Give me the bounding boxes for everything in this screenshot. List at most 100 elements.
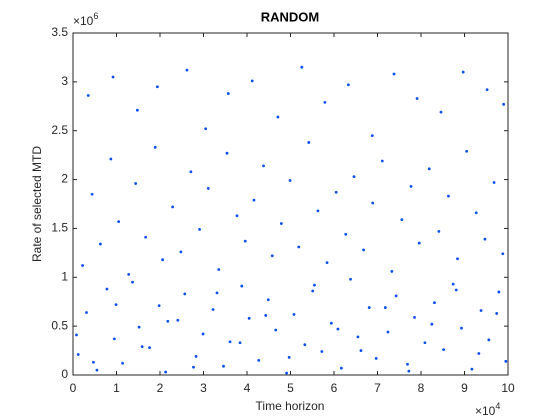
- point: [487, 338, 491, 342]
- x-tick-label: 7: [374, 381, 381, 395]
- point: [417, 241, 421, 245]
- point: [264, 313, 268, 317]
- point: [497, 290, 501, 294]
- point: [192, 365, 195, 369]
- point: [287, 356, 291, 359]
- point: [171, 205, 175, 209]
- point: [164, 370, 168, 374]
- point: [75, 333, 78, 337]
- point: [367, 306, 371, 309]
- point: [131, 280, 134, 284]
- point: [185, 68, 189, 72]
- point: [307, 141, 311, 144]
- y-axis-label: Rate of selected MTD: [30, 146, 44, 262]
- point: [323, 100, 327, 104]
- point: [92, 360, 95, 364]
- point: [356, 335, 360, 339]
- point: [413, 315, 416, 319]
- point: [201, 332, 205, 336]
- point: [392, 72, 396, 76]
- point: [407, 369, 411, 373]
- point: [477, 352, 481, 355]
- point: [451, 282, 455, 286]
- x-exponent-power: 4: [495, 401, 500, 411]
- point: [313, 283, 316, 287]
- point: [300, 65, 304, 69]
- point: [247, 316, 251, 320]
- y-tick-label: 2: [61, 172, 68, 186]
- point: [112, 337, 116, 341]
- point: [155, 85, 159, 89]
- point: [483, 237, 487, 241]
- point: [117, 220, 121, 223]
- point: [274, 328, 278, 332]
- y-tick-label: 1.5: [51, 221, 68, 235]
- point: [406, 362, 409, 366]
- point: [161, 258, 165, 262]
- y-exponent-base: ×10: [73, 14, 94, 28]
- point: [257, 358, 261, 362]
- point: [179, 250, 183, 254]
- point: [344, 232, 348, 236]
- point: [474, 211, 478, 215]
- point: [198, 228, 201, 231]
- x-tick-label: 6: [331, 381, 338, 395]
- point: [86, 94, 90, 97]
- point: [114, 303, 118, 307]
- point: [235, 214, 239, 218]
- point: [252, 198, 256, 202]
- point: [346, 83, 350, 87]
- point: [127, 272, 131, 276]
- x-tick-label: 1: [113, 381, 120, 395]
- x-exponent-base: ×10: [475, 404, 496, 418]
- x-tick-label: 10: [501, 381, 515, 395]
- point: [339, 366, 343, 370]
- point: [270, 254, 274, 258]
- point: [140, 345, 144, 349]
- point: [206, 186, 210, 190]
- point: [276, 115, 280, 119]
- point: [456, 257, 459, 261]
- point: [465, 149, 469, 153]
- point: [374, 356, 378, 360]
- point: [176, 318, 180, 322]
- point: [349, 277, 352, 281]
- point: [121, 361, 124, 365]
- point: [137, 325, 141, 329]
- point: [250, 79, 254, 83]
- point: [217, 268, 221, 271]
- y-tick-label: 3.5: [51, 25, 68, 39]
- point: [90, 192, 94, 196]
- point: [238, 341, 242, 345]
- point: [336, 327, 340, 331]
- point: [390, 270, 394, 273]
- point: [228, 340, 232, 344]
- point: [320, 350, 324, 353]
- point: [215, 291, 219, 295]
- point: [501, 252, 505, 256]
- point: [153, 145, 157, 149]
- point: [240, 284, 244, 288]
- point: [292, 313, 296, 316]
- point: [279, 222, 283, 225]
- point: [189, 170, 193, 174]
- x-exponent: ×104: [475, 401, 500, 418]
- point: [359, 349, 363, 352]
- point: [99, 242, 102, 246]
- point: [433, 301, 436, 305]
- point: [311, 289, 315, 293]
- point: [183, 292, 187, 296]
- point: [105, 287, 109, 291]
- point: [400, 218, 404, 222]
- point: [370, 134, 374, 138]
- point: [243, 239, 247, 243]
- point: [329, 321, 333, 325]
- point: [111, 75, 115, 79]
- point: [427, 167, 431, 171]
- point: [442, 348, 446, 351]
- point: [194, 355, 198, 358]
- chart-title: RANDOM: [261, 9, 320, 24]
